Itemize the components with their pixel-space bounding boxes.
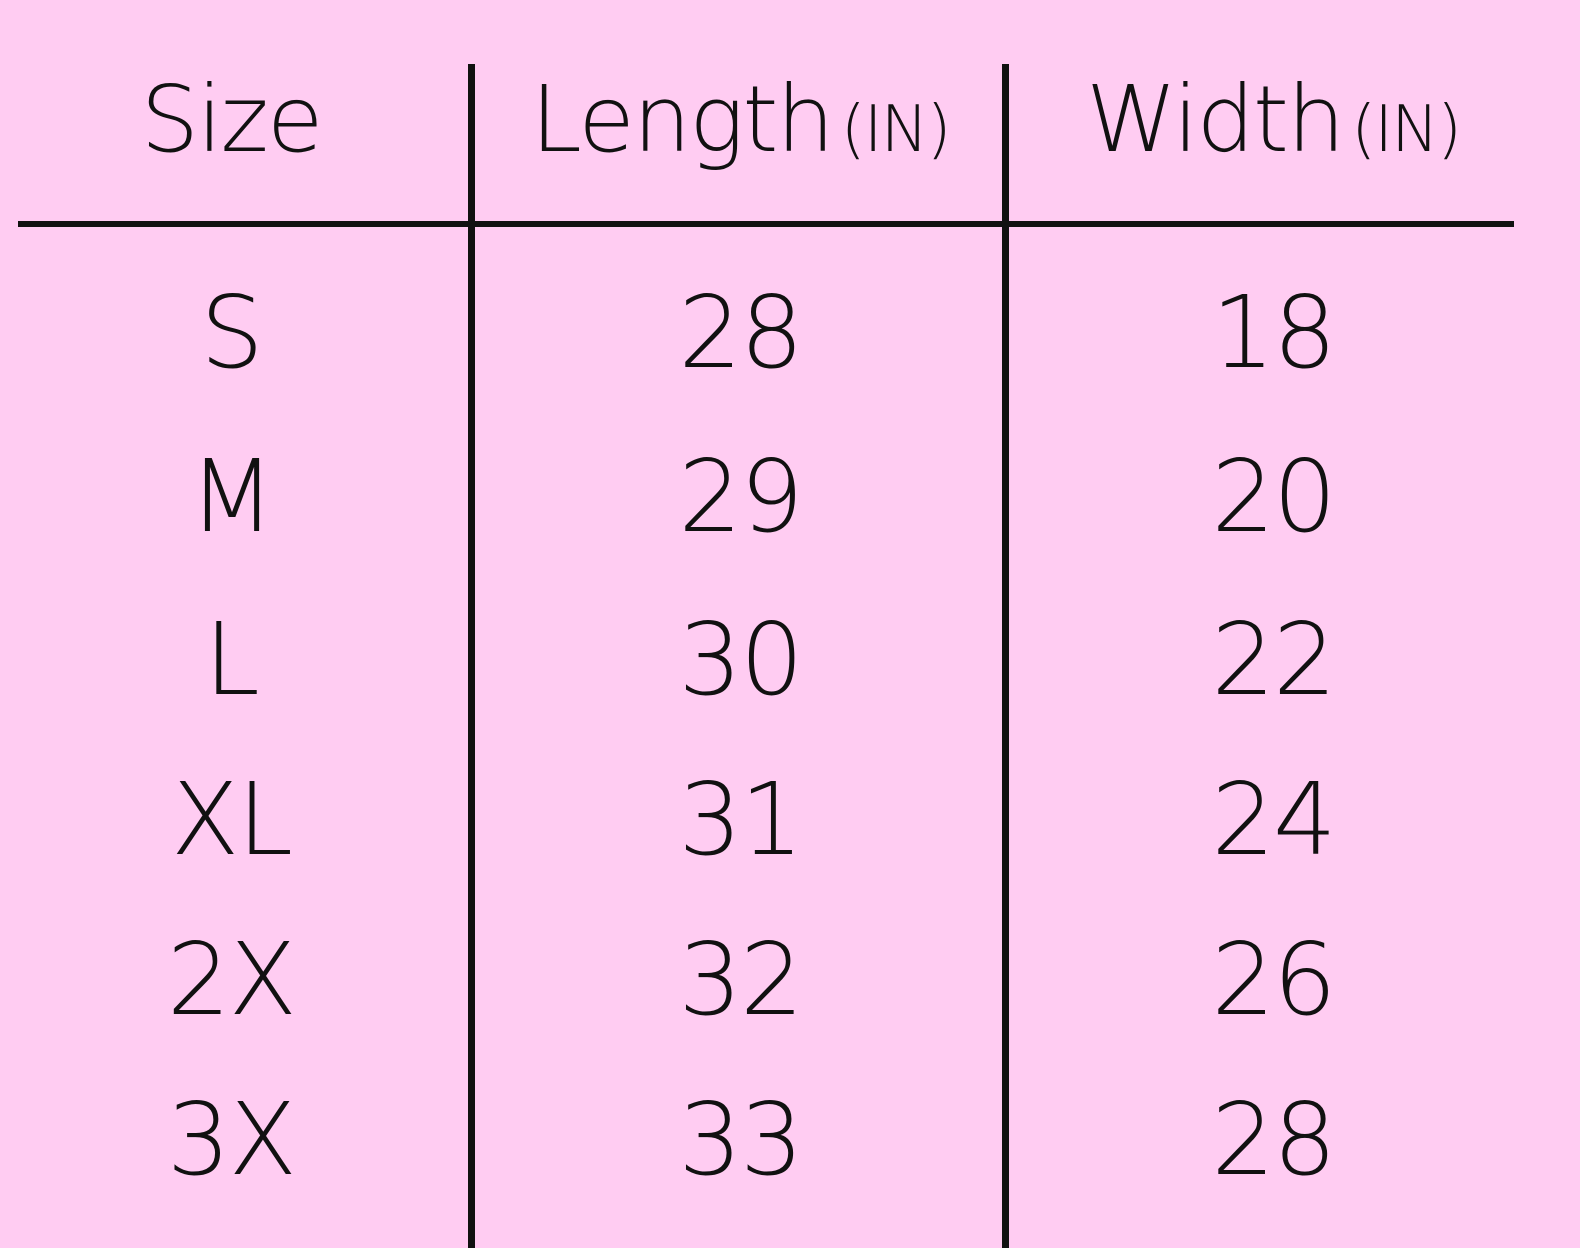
header-label: Size [140,66,324,173]
size-cell: 3X [166,1081,297,1198]
size-cell: L [204,601,260,718]
width-cell: 18 [1211,274,1336,391]
length-cell: 29 [678,438,803,555]
width-cell: 26 [1211,921,1336,1038]
length-cell: 32 [678,921,803,1038]
size-cell: S [200,274,263,391]
header-length: Length (IN) [480,74,1000,166]
width-cell: 24 [1211,761,1336,878]
width-cell: 22 [1211,601,1336,718]
header-unit: (IN) [1351,93,1462,167]
length-cell: 28 [678,274,803,391]
width-cell: 20 [1211,438,1336,555]
length-cell: 33 [678,1081,803,1198]
header-unit: (IN) [840,93,952,167]
size-cell: XL [170,761,293,878]
width-cell: 28 [1211,1081,1336,1198]
length-cell: 31 [678,761,803,878]
header-size: Size [0,74,491,166]
column-divider-1 [468,64,475,1248]
header-divider [18,221,1514,227]
header-label: Width [1086,66,1345,173]
size-cell: 2X [166,921,297,1038]
column-divider-2 [1002,64,1009,1248]
header-label: Length [530,66,835,173]
length-cell: 30 [678,601,803,718]
header-width: Width (IN) [1013,74,1533,166]
size-cell: M [188,438,275,555]
